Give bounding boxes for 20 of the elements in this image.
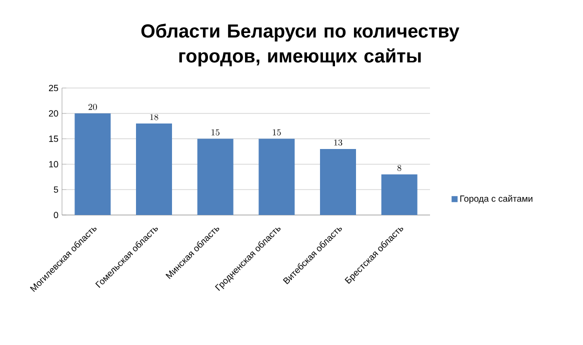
y-tick-label: 5 <box>54 186 58 193</box>
bar <box>320 148 356 215</box>
y-tick-label: 10 <box>49 161 58 168</box>
chart-title: Области Беларуси по количеству городов, имеющих сайты <box>141 24 460 66</box>
y-tick-label: 25 <box>48 84 58 92</box>
data-label: 20 <box>88 104 97 110</box>
y-tick-label: 20 <box>48 110 58 117</box>
bar <box>258 138 295 215</box>
data-label: 13 <box>334 139 342 146</box>
bar <box>197 138 234 215</box>
y-tick-label: 15 <box>49 136 58 142</box>
data-label: 15 <box>272 129 281 136</box>
y-tick-label: 0 <box>54 212 58 218</box>
data-label: 15 <box>212 129 220 136</box>
bar <box>136 124 172 215</box>
bar <box>381 174 418 215</box>
bar <box>74 113 111 215</box>
legend-label: Города с сайтами <box>460 195 532 204</box>
data-label: 18 <box>150 114 158 120</box>
data-label: 8 <box>397 164 402 172</box>
